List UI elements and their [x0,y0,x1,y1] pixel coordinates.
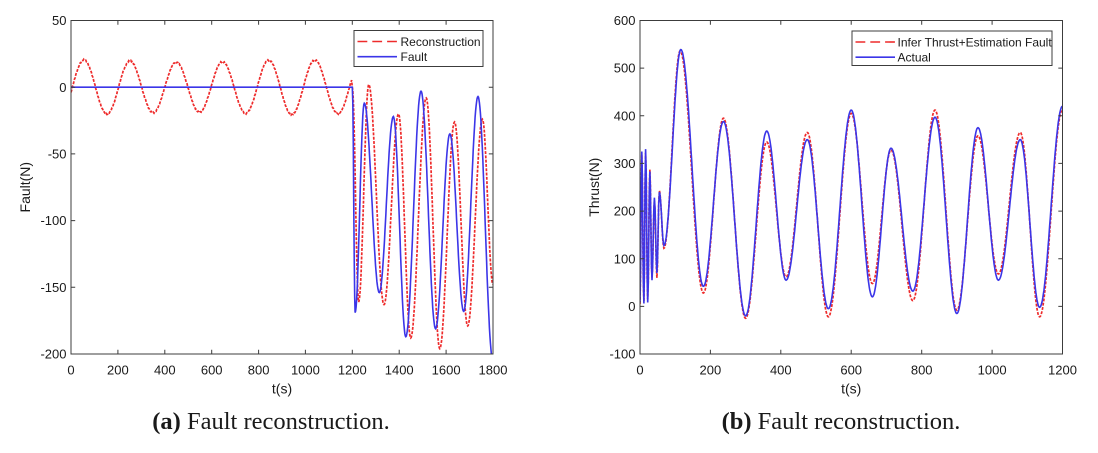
svg-text:1200: 1200 [338,363,367,378]
svg-text:1600: 1600 [432,363,461,378]
svg-text:0: 0 [636,363,643,378]
svg-text:(a) Fault reconstruction.: (a) Fault reconstruction. [152,408,389,435]
svg-text:50: 50 [52,13,66,28]
svg-text:0: 0 [59,80,66,95]
svg-text:200: 200 [700,363,722,378]
svg-text:600: 600 [614,13,636,28]
svg-text:t(s): t(s) [841,381,861,397]
svg-text:Fault: Fault [401,50,428,64]
svg-text:(b) Fault reconstruction.: (b) Fault reconstruction. [722,408,961,435]
svg-text:-200: -200 [40,347,66,362]
svg-text:Fault(N): Fault(N) [17,162,33,213]
svg-text:1000: 1000 [978,363,1007,378]
svg-text:400: 400 [770,363,792,378]
svg-text:Actual: Actual [898,51,931,65]
svg-text:600: 600 [201,363,223,378]
svg-text:400: 400 [154,363,176,378]
svg-text:-100: -100 [40,213,66,228]
svg-text:-50: -50 [48,147,67,162]
svg-text:t(s): t(s) [272,381,292,397]
svg-text:-100: -100 [609,347,635,362]
svg-text:400: 400 [614,108,636,123]
svg-text:0: 0 [67,363,74,378]
svg-text:800: 800 [911,363,933,378]
svg-text:600: 600 [840,363,862,378]
svg-text:1200: 1200 [1048,363,1077,378]
svg-text:1400: 1400 [385,363,414,378]
svg-text:0: 0 [628,299,635,314]
svg-text:1000: 1000 [291,363,320,378]
svg-text:500: 500 [614,61,636,76]
svg-text:Reconstruction: Reconstruction [401,35,481,49]
svg-text:100: 100 [614,251,636,266]
svg-text:1800: 1800 [479,363,508,378]
svg-text:Infer Thrust+Estimation Fault: Infer Thrust+Estimation Fault [898,35,1053,49]
svg-text:200: 200 [614,204,636,219]
svg-text:-150: -150 [40,280,66,295]
svg-text:Thrust(N): Thrust(N) [586,158,602,217]
svg-text:200: 200 [107,363,129,378]
svg-text:300: 300 [614,156,636,171]
svg-text:800: 800 [248,363,270,378]
